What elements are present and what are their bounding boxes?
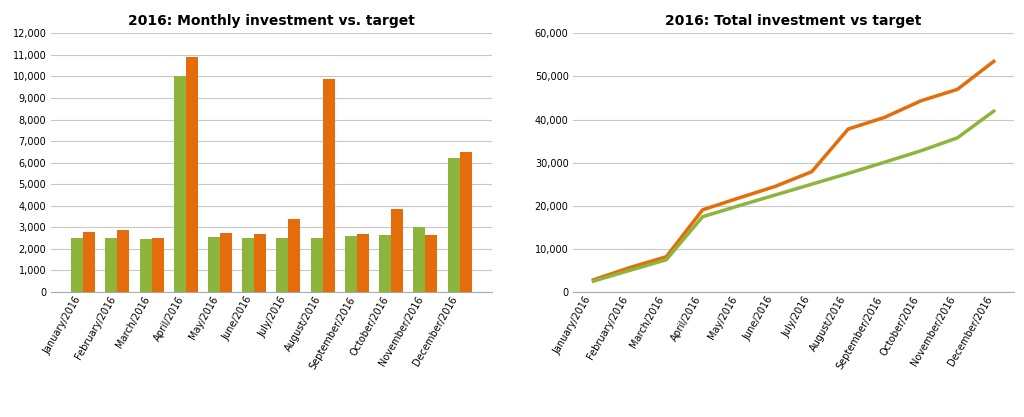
Bar bbox=[414, 227, 425, 292]
Bar bbox=[357, 234, 369, 292]
Bar bbox=[310, 238, 323, 292]
Bar bbox=[83, 231, 95, 292]
Bar bbox=[460, 152, 471, 292]
Bar bbox=[391, 209, 403, 292]
Bar bbox=[243, 238, 254, 292]
Bar bbox=[323, 79, 335, 292]
Bar bbox=[174, 76, 185, 292]
Bar bbox=[379, 235, 391, 292]
Bar bbox=[185, 57, 198, 292]
Bar bbox=[72, 238, 83, 292]
Bar bbox=[289, 219, 300, 292]
Bar bbox=[220, 233, 232, 292]
Title: 2016: Total investment vs target: 2016: Total investment vs target bbox=[666, 14, 922, 28]
Bar bbox=[254, 234, 266, 292]
Title: 2016: Monthly investment vs. target: 2016: Monthly investment vs. target bbox=[128, 14, 415, 28]
Bar bbox=[105, 238, 118, 292]
Bar bbox=[152, 238, 164, 292]
Bar bbox=[139, 239, 152, 292]
Bar bbox=[345, 236, 357, 292]
Bar bbox=[425, 235, 437, 292]
Bar bbox=[208, 237, 220, 292]
Bar bbox=[276, 238, 289, 292]
Bar bbox=[447, 158, 460, 292]
Bar bbox=[118, 231, 129, 292]
